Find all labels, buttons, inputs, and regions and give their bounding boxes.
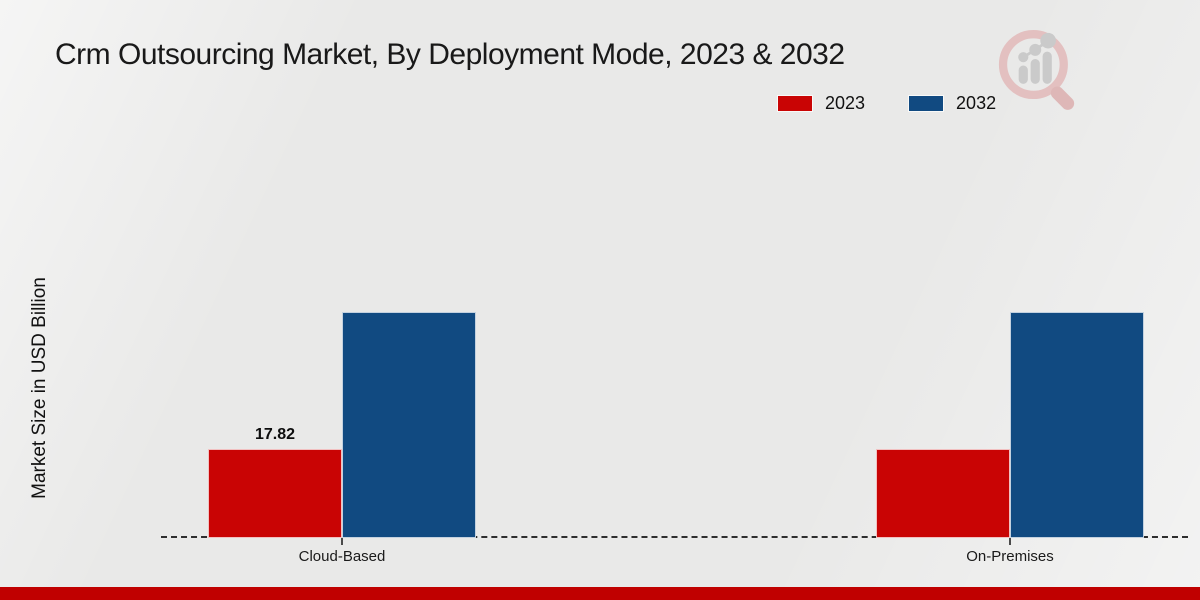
bottom-stripe: [0, 587, 1200, 600]
bar-on-premises-2032: [1010, 312, 1144, 538]
bar-group-cloud-based: 17.82: [208, 312, 476, 538]
legend-label-2032: 2032: [956, 93, 997, 113]
legend-swatch-2023: [778, 96, 812, 111]
category-label-cloud-based: Cloud-Based: [298, 548, 386, 565]
axis-tick-on-premises: [1009, 538, 1011, 545]
bar-cloud-based-2023: 17.82: [208, 426, 342, 538]
legend-label-2023: 2023: [825, 93, 866, 113]
x-axis-baseline: [161, 536, 1188, 538]
bar-group-on-premises: [876, 312, 1144, 538]
chart-title: Crm Outsourcing Market, By Deployment Mo…: [55, 38, 845, 71]
magnifier-bar-chart-logo-icon: [998, 30, 1075, 110]
legend-item-2032: 2032: [909, 93, 996, 114]
bar-on-premises-2023: [876, 449, 1010, 538]
axis-tick-cloud-based: [341, 538, 343, 545]
value-label-cloud-based-2023: 17.82: [254, 426, 296, 443]
category-label-on-premises: On-Premises: [966, 548, 1054, 565]
legend: 2023 2032: [778, 93, 996, 114]
legend-item-2023: 2023: [778, 93, 865, 114]
legend-swatch-2032: [909, 96, 944, 111]
bar-cloud-based-2032: [342, 312, 476, 538]
